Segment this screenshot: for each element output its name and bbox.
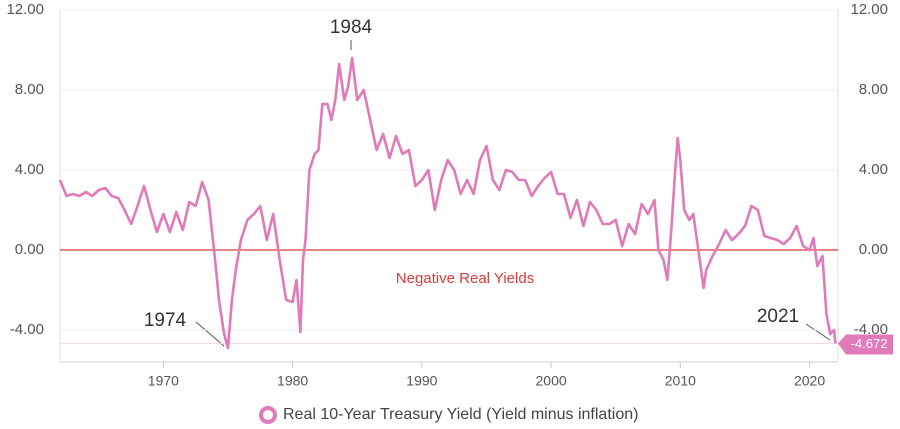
series-line	[58, 56, 837, 350]
y-tick-label: 0.00	[15, 241, 44, 258]
y-tick-label: 8.00	[15, 81, 44, 98]
y-tick-label-right: 4.00	[859, 161, 888, 178]
y-tick-label-right: -4.00	[854, 321, 888, 338]
last-value-label: -4.672	[851, 336, 888, 351]
y-tick-label-right: 12.00	[850, 1, 888, 18]
leader	[195, 321, 225, 347]
legend-label: Real 10-Year Treasury Yield (Yield minus…	[283, 406, 638, 423]
legend-marker	[259, 406, 277, 424]
legend: Real 10-Year Treasury Yield (Yield minus…	[259, 406, 638, 424]
x-tick-label: 2020	[794, 373, 825, 389]
annotation: 1984	[330, 17, 373, 38]
x-tick-label: 1980	[277, 373, 308, 389]
x-tick-label: 2010	[665, 373, 696, 389]
annotation: 1974	[144, 310, 187, 331]
y-tick-label: 4.00	[15, 161, 44, 178]
last-value-tag	[838, 334, 893, 355]
x-tick-label: 1990	[406, 373, 437, 389]
y-tick-label-right: 8.00	[859, 81, 888, 98]
leader	[805, 323, 831, 341]
y-tick-label: 12.00	[6, 1, 44, 18]
annotation: 2021	[757, 306, 799, 327]
x-tick-label: 2000	[536, 373, 567, 389]
y-tick-label: -4.00	[10, 321, 44, 338]
y-tick-label-right: 0.00	[859, 241, 888, 258]
x-tick-label: 1970	[148, 373, 179, 389]
reference-label: Negative Real Yields	[396, 270, 534, 287]
